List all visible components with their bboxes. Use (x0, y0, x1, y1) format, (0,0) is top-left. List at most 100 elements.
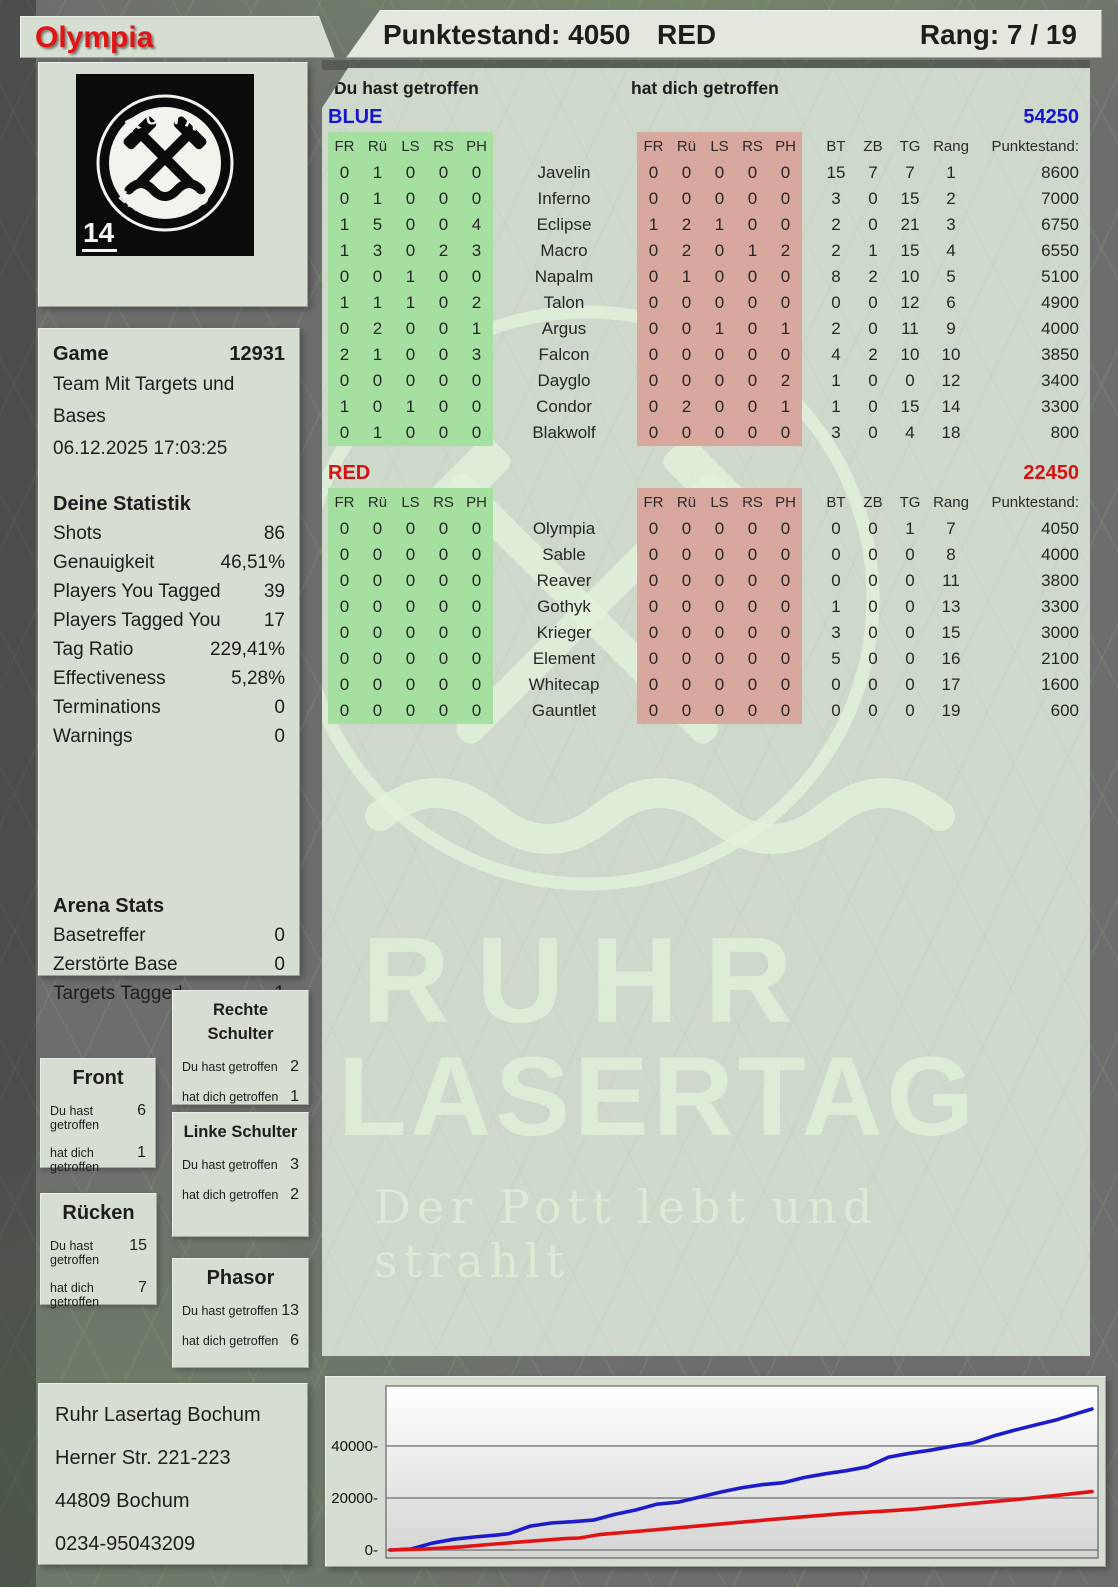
dich-cell: 0 (648, 623, 659, 642)
du-cell: 0 (471, 163, 482, 182)
player-name-cell: Gothyk (537, 597, 591, 616)
player-name-cell: Blakwolf (532, 423, 596, 442)
stat-cell: 19 (941, 701, 961, 720)
points-cell: 4900 (1041, 293, 1079, 312)
points-cell: 3300 (1041, 397, 1079, 416)
dich-cell: 0 (780, 423, 791, 442)
stat-cell: 0 (905, 701, 915, 720)
gap (802, 516, 818, 542)
dich-cell: 0 (714, 649, 725, 668)
du-cell: 0 (405, 571, 416, 590)
dich-cell: 0 (714, 519, 725, 538)
points-cell: 5100 (1041, 267, 1079, 286)
gap (629, 212, 637, 238)
hitzone-dich-label: hat dich getroffen (50, 1146, 100, 1174)
stat-cell: 15 (826, 163, 846, 182)
du-cell: 2 (438, 241, 449, 260)
dich-cell: 0 (780, 675, 791, 694)
du-cell: 0 (471, 519, 482, 538)
du-cell: 0 (438, 545, 449, 564)
dich-cell: 0 (714, 267, 725, 286)
gap (629, 420, 637, 446)
stat-cell: 1 (831, 397, 841, 416)
dich-cell: 2 (681, 241, 692, 260)
header-bar: Punktestand: 4050 RED Rang: 7 / 19 (346, 10, 1102, 58)
dich-cell: 1 (714, 319, 725, 338)
stat-cell: 10 (900, 267, 920, 286)
stat-row: Effectiveness 5,28% (53, 664, 285, 693)
du-cell: 0 (339, 701, 350, 720)
stat-row-value: 5,28% (231, 668, 285, 689)
dich-cell: 0 (747, 293, 758, 312)
stat-cell: 0 (831, 545, 841, 564)
arena-row: Basetreffer 0 (53, 921, 285, 950)
gap (629, 290, 637, 316)
stat-row-label: Tag Ratio (53, 639, 134, 660)
du-cell: 0 (471, 649, 482, 668)
hitzone-du-label: Du hast getroffen (182, 1158, 278, 1172)
dich-cell: 0 (681, 571, 692, 590)
hitzone-du-row: Du hast getroffen 15 (48, 1237, 149, 1267)
du-cell: 0 (339, 597, 350, 616)
stat-cell: 0 (868, 371, 878, 390)
stats-sidebar: Game 12931 Team Mit Targets und Bases 06… (38, 328, 300, 1004)
dich-cell: 0 (681, 597, 692, 616)
col-header: TG (899, 138, 921, 155)
du-cell: 0 (438, 293, 449, 312)
du-cell: 2 (372, 319, 383, 338)
stat-row: Players You Tagged 39 (53, 577, 285, 606)
col-header: LS (710, 494, 729, 511)
stat-cell: 0 (868, 623, 878, 642)
du-cell: 1 (372, 345, 383, 364)
series-line-blue (388, 1407, 1094, 1552)
stat-cell: 1 (868, 241, 878, 260)
team-table-red: RED 22450 FR Rü LS RS PH FR Rü LS RS PH BT ZB TG Rang Pu… (328, 461, 1079, 724)
team-total: 22450 (1023, 462, 1079, 484)
game-label: Game (53, 343, 109, 365)
du-cell: 0 (405, 423, 416, 442)
dich-cell: 0 (681, 319, 692, 338)
dich-cell: 0 (648, 545, 659, 564)
dich-cell: 2 (681, 397, 692, 416)
gap (802, 394, 818, 420)
stat-row: Warnings 0 (53, 722, 285, 751)
du-cell: 0 (405, 545, 416, 564)
du-cell: 0 (405, 371, 416, 390)
table-row: 0 0 0 0 0 Reaver 0 0 0 0 0 0 0 0 11 3800 (328, 568, 1079, 594)
du-cell: 0 (339, 319, 350, 338)
stat-cell: 0 (905, 649, 915, 668)
du-cell: 0 (471, 397, 482, 416)
dich-cell: 0 (747, 189, 758, 208)
gap (629, 646, 637, 672)
game-id: 12931 (229, 343, 285, 365)
dich-cell: 0 (780, 623, 791, 642)
du-cell: 0 (372, 623, 383, 642)
gap (629, 264, 637, 290)
watermark-lasertag: LASERTAG (338, 1034, 978, 1159)
stat-cell: 0 (868, 571, 878, 590)
points-cell: 1600 (1041, 675, 1079, 694)
gap (629, 516, 637, 542)
table-row: 1 0 1 0 0 Condor 0 2 0 0 1 1 0 15 14 3300 (328, 394, 1079, 420)
stat-cell: 8 (831, 267, 841, 286)
hitzone-du-label: Du hast getroffen (182, 1304, 278, 1318)
du-cell: 0 (471, 189, 482, 208)
chart-svg: 0- 20000- 40000- (331, 1385, 1099, 1559)
stat-cell: 17 (941, 675, 961, 694)
stat-cell: 0 (868, 701, 878, 720)
player-name-cell: Falcon (538, 345, 590, 364)
dich-cell: 0 (747, 675, 758, 694)
col-header: Rü (676, 138, 697, 155)
dich-cell: 0 (681, 623, 692, 642)
du-cell: 0 (438, 701, 449, 720)
col-header: LS (401, 138, 420, 155)
dich-cell: 0 (747, 623, 758, 642)
stat-cell: 0 (905, 545, 915, 564)
table-row: 1 5 0 0 4 Eclipse 1 2 1 0 0 2 0 21 3 6750 (328, 212, 1079, 238)
du-cell: 0 (438, 267, 449, 286)
gap (629, 594, 637, 620)
stat-cell: 0 (868, 649, 878, 668)
dich-cell: 0 (648, 163, 659, 182)
du-cell: 1 (339, 293, 350, 312)
hitzone-du-value: 3 (290, 1156, 299, 1173)
